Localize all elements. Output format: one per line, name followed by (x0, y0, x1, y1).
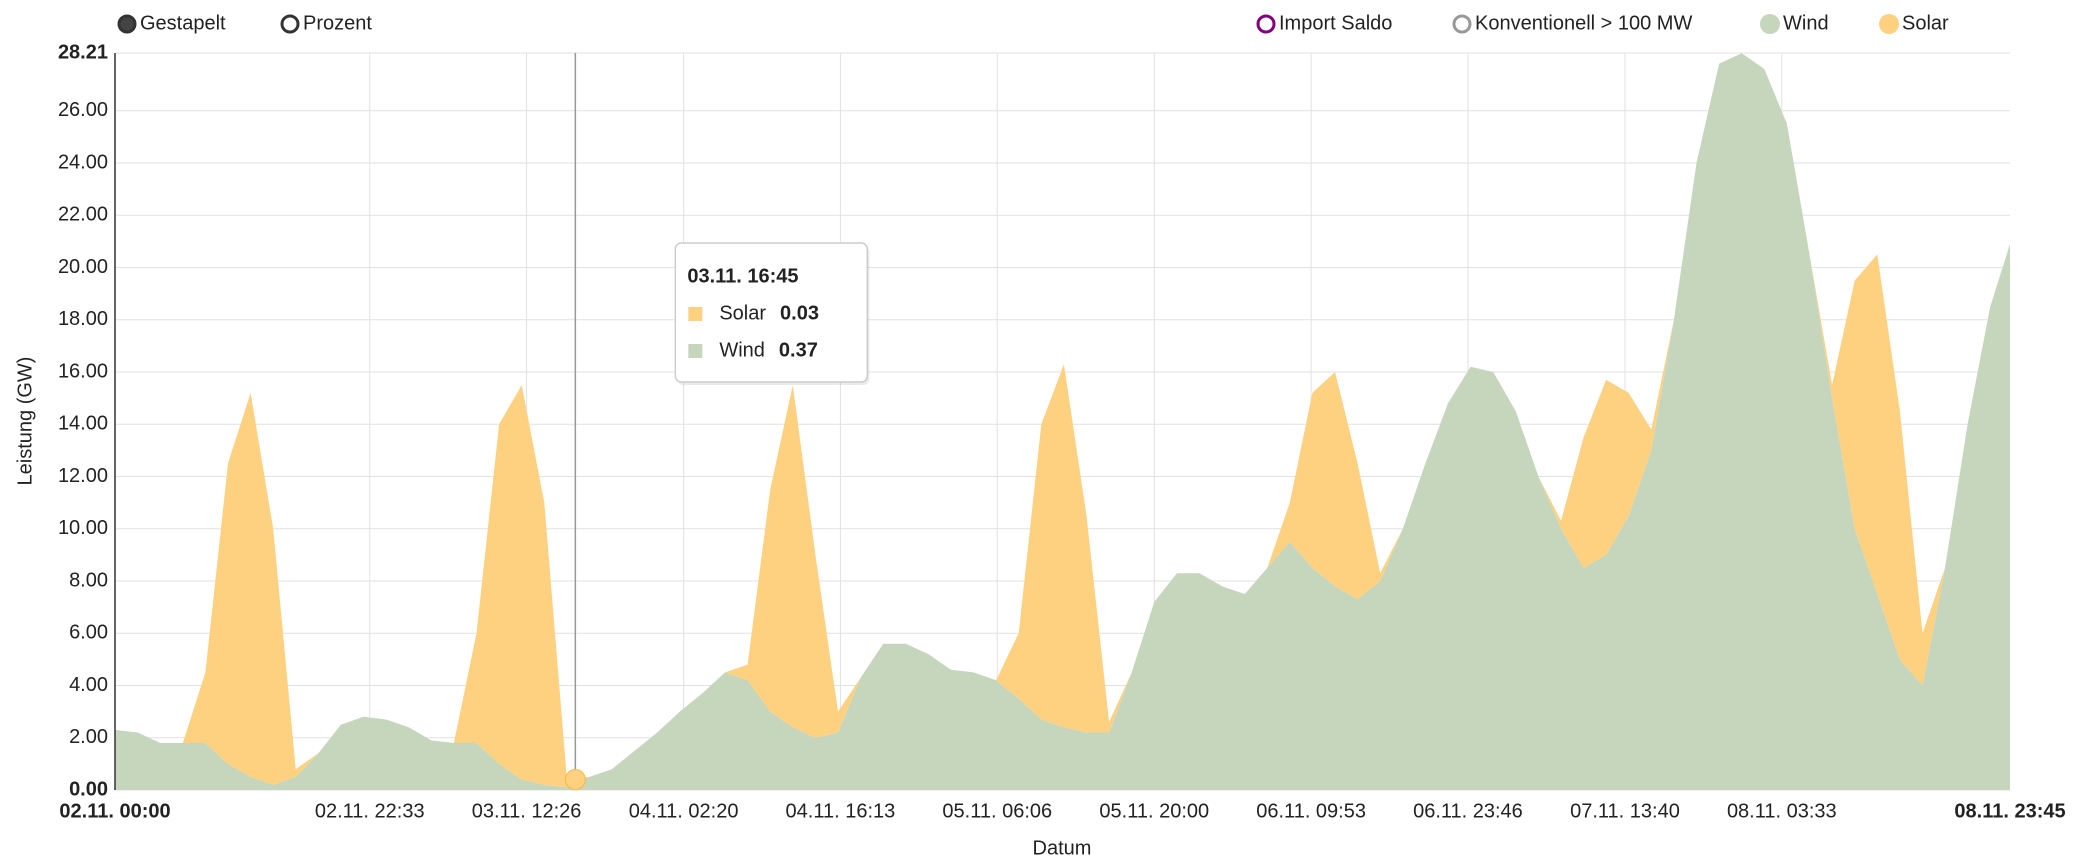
y-tick-label: 18.00 (58, 308, 108, 330)
x-tick-label: 02.11. 22:33 (315, 800, 425, 822)
x-tick-label: 08.11. 03:33 (1727, 800, 1837, 822)
x-tick-label: 08.11. 23:45 (1954, 800, 2065, 822)
x-tick-label: 05.11. 20:00 (1099, 800, 1209, 822)
hover-marker (564, 769, 586, 791)
mode-radio (117, 14, 137, 34)
y-tick-label: 6.00 (69, 622, 108, 644)
legend-label: Konventionell > 100 MW (1475, 12, 1692, 34)
y-tick-label: 26.00 (58, 99, 108, 121)
mode-label: Prozent (303, 12, 372, 34)
x-axis-title: Datum (1033, 837, 1092, 859)
legend-item[interactable]: Konventionell > 100 MW (1452, 12, 1692, 34)
area-solar (115, 53, 2010, 788)
x-tick-label: 04.11. 02:20 (629, 800, 739, 822)
y-tick-label: 20.00 (58, 256, 108, 278)
legend-label: Solar (1902, 12, 1949, 34)
x-tick-label: 05.11. 06:06 (942, 800, 1052, 822)
x-tick-label: 07.11. 13:40 (1570, 800, 1680, 822)
mode-toggle[interactable]: Gestapelt (117, 12, 226, 34)
x-tick-label: 04.11. 16:13 (786, 800, 896, 822)
y-tick-label: 24.00 (58, 151, 108, 173)
legend-label: Wind (1783, 12, 1829, 34)
legend-label: Import Saldo (1279, 12, 1392, 34)
y-axis-title: Leistung (GW) (14, 357, 36, 486)
x-tick-label: 06.11. 09:53 (1256, 800, 1366, 822)
x-tick-label: 03.11. 12:26 (472, 800, 582, 822)
tooltip-box (674, 242, 869, 383)
y-tick-label: 2.00 (69, 726, 108, 748)
y-tick-label: 0.00 (69, 778, 108, 800)
mode-toggle[interactable]: Prozent (280, 12, 372, 34)
tooltip-title: 03.11. 16:45 (687, 265, 798, 287)
mode-label: Gestapelt (140, 12, 226, 34)
legend-item[interactable]: Wind (1760, 12, 1829, 34)
mode-radio (280, 14, 300, 34)
tooltip-swatch (688, 307, 703, 321)
tooltip-swatch (688, 344, 703, 358)
y-tick-label: 28.21 (58, 41, 108, 63)
tooltip-value: 0.37 (779, 339, 818, 361)
y-tick-label: 14.00 (58, 413, 108, 435)
legend-symbol (1760, 14, 1780, 34)
y-tick-label: 8.00 (69, 569, 108, 591)
legend-symbol (1452, 14, 1472, 34)
tooltip-series-name: Solar (719, 302, 766, 324)
y-tick-label: 10.00 (58, 517, 108, 539)
x-tick-label: 02.11. 00:00 (59, 800, 170, 822)
tooltip-value: 0.03 (780, 302, 819, 324)
y-tick-label: 16.00 (58, 360, 108, 382)
y-tick-label: 4.00 (69, 674, 108, 696)
legend-item[interactable]: Solar (1879, 12, 1949, 34)
y-tick-label: 12.00 (58, 465, 108, 487)
area-wind (115, 53, 2010, 791)
tooltip-series-name: Wind (719, 339, 765, 361)
x-tick-label: 06.11. 23:46 (1413, 800, 1523, 822)
legend-symbol (1256, 14, 1276, 34)
legend-item[interactable]: Import Saldo (1256, 12, 1392, 34)
legend-symbol (1879, 14, 1899, 34)
y-tick-label: 22.00 (58, 204, 108, 226)
